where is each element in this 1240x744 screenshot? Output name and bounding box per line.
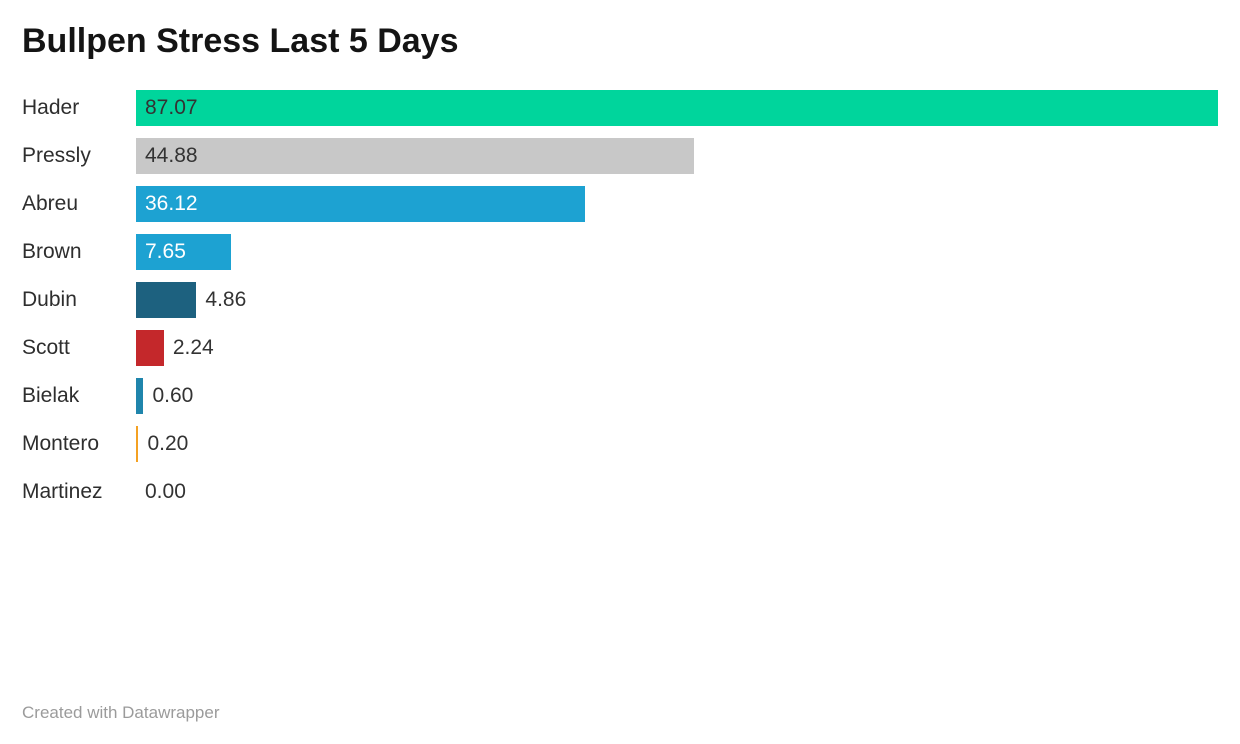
attribution-credit: Created with Datawrapper bbox=[22, 703, 220, 722]
value-label: 87.07 bbox=[145, 96, 198, 119]
value-label: 4.86 bbox=[205, 288, 247, 311]
bar-row: Pressly 44.88 bbox=[22, 138, 1218, 174]
bar-row: Brown 7.65 bbox=[22, 234, 1218, 270]
bar-track: 0.00 bbox=[136, 474, 1218, 510]
bar: 87.07 bbox=[136, 90, 1218, 126]
bar-row: Martinez 0.00 bbox=[22, 474, 1218, 510]
bar: 36.12 bbox=[136, 186, 585, 222]
category-label: Martinez bbox=[22, 480, 103, 503]
category-label: Scott bbox=[22, 336, 70, 359]
bar-row: Dubin 4.86 bbox=[22, 282, 1218, 318]
bar-track: 87.07 bbox=[136, 90, 1218, 126]
value-label: 44.88 bbox=[145, 144, 198, 167]
chart-title: Bullpen Stress Last 5 Days bbox=[22, 22, 459, 60]
bar-rows: Hader 87.07 Pressly 44.88 Abreu 36.12 Br… bbox=[22, 90, 1218, 510]
value-label: 0.60 bbox=[152, 384, 194, 407]
value-label: 36.12 bbox=[145, 192, 198, 215]
bar bbox=[136, 426, 139, 462]
bar-row: Abreu 36.12 bbox=[22, 186, 1218, 222]
value-label: 0.00 bbox=[145, 480, 186, 503]
bar-track: 0.60 bbox=[136, 378, 1218, 414]
category-label: Bielak bbox=[22, 384, 80, 407]
bar-track: 44.88 bbox=[136, 138, 1218, 174]
bar: 44.88 bbox=[136, 138, 694, 174]
chart-container: Bullpen Stress Last 5 Days Hader 87.07 P… bbox=[22, 22, 1218, 510]
category-label: Montero bbox=[22, 432, 100, 455]
bar bbox=[136, 282, 197, 318]
value-label: 7.65 bbox=[145, 240, 186, 263]
bar bbox=[136, 330, 164, 366]
bar-track: 2.24 bbox=[136, 330, 1218, 366]
bar-track: 36.12 bbox=[136, 186, 1218, 222]
bar-track: 7.65 bbox=[136, 234, 1218, 270]
bar: 7.65 bbox=[136, 234, 232, 270]
bar-track: 0.20 bbox=[136, 426, 1218, 462]
category-label: Hader bbox=[22, 96, 80, 119]
category-label: Pressly bbox=[22, 144, 91, 167]
bar-row: Scott 2.24 bbox=[22, 330, 1218, 366]
category-label: Brown bbox=[22, 240, 82, 263]
bar-row: Bielak 0.60 bbox=[22, 378, 1218, 414]
bar-row: Montero 0.20 bbox=[22, 426, 1218, 462]
value-label: 2.24 bbox=[172, 336, 214, 359]
bar bbox=[136, 378, 144, 414]
bar-track: 4.86 bbox=[136, 282, 1218, 318]
value-label: 0.20 bbox=[147, 432, 189, 455]
category-label: Abreu bbox=[22, 192, 79, 215]
bar-row: Hader 87.07 bbox=[22, 90, 1218, 126]
category-label: Dubin bbox=[22, 288, 77, 311]
